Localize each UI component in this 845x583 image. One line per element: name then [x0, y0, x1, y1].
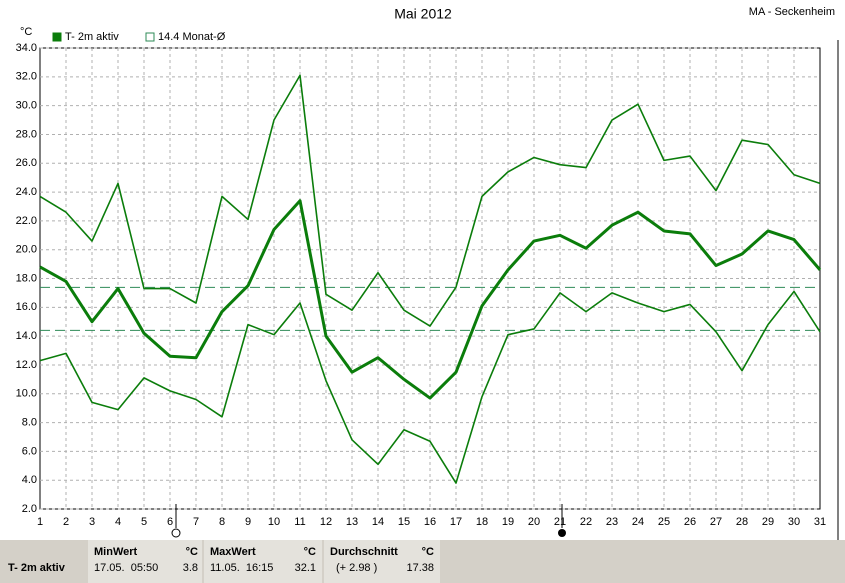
- x-tick-label: 31: [814, 516, 826, 528]
- x-tick-label: 15: [398, 516, 410, 528]
- stats-header: MaxWert: [210, 546, 256, 558]
- x-tick-label: 3: [89, 516, 95, 528]
- y-unit: °C: [20, 26, 32, 38]
- y-tick-label: 6.0: [22, 445, 37, 457]
- y-tick-label: 30.0: [16, 100, 37, 112]
- x-tick-label: 1: [37, 516, 43, 528]
- x-tick-label: 27: [710, 516, 722, 528]
- x-tick-label: 11: [294, 516, 305, 528]
- x-tick-label: 17: [450, 516, 462, 528]
- x-tick-label: 2: [63, 516, 69, 528]
- y-tick-label: 16.0: [16, 301, 37, 313]
- x-tick-label: 14: [372, 516, 384, 528]
- y-tick-label: 14.0: [16, 330, 37, 342]
- station: MA - Seckenheim: [749, 6, 835, 18]
- x-tick-label: 21: [554, 516, 566, 528]
- x-tick-label: 5: [141, 516, 147, 528]
- stats-value: 17.38: [406, 562, 434, 574]
- moon-new: [171, 504, 181, 538]
- y-tick-label: 28.0: [16, 128, 37, 140]
- x-tick-label: 10: [268, 516, 280, 528]
- x-tick-label: 18: [476, 516, 488, 528]
- y-tick-label: 26.0: [16, 157, 37, 169]
- x-tick-label: 6: [167, 516, 173, 528]
- legend-swatch: [52, 32, 62, 42]
- series-line: [39, 290, 821, 484]
- x-tick-label: 13: [346, 516, 358, 528]
- moon-full: [558, 504, 566, 537]
- stats-time: 11.05. 16:15: [210, 562, 273, 574]
- x-tick-label: 26: [684, 516, 696, 528]
- y-tick-label: 10.0: [16, 388, 37, 400]
- legend-label: T- 2m aktiv: [65, 31, 119, 43]
- stats-header: Durchschnitt: [330, 546, 398, 558]
- stats-time: 17.05. 05:50: [94, 562, 158, 574]
- stats-value: 32.1: [295, 562, 316, 574]
- stats-cell: [324, 540, 440, 583]
- y-tick-label: 2.0: [22, 503, 37, 515]
- y-tick-label: 22.0: [16, 215, 37, 227]
- y-tick-label: 18.0: [16, 272, 37, 284]
- series-line: [39, 199, 822, 400]
- x-tick-label: 8: [219, 516, 225, 528]
- chart-title: Mai 2012: [394, 6, 452, 22]
- stats-deviation: (+ 2.98 ): [336, 562, 377, 574]
- stats-unit: °C: [422, 546, 434, 558]
- x-tick-label: 29: [762, 516, 774, 528]
- y-tick-label: 8.0: [22, 416, 37, 428]
- x-tick-label: 24: [632, 516, 644, 528]
- x-tick-label: 30: [788, 516, 800, 528]
- x-tick-label: 9: [245, 516, 251, 528]
- x-tick-label: 23: [606, 516, 618, 528]
- x-tick-label: 22: [580, 516, 592, 528]
- series-line: [39, 74, 821, 327]
- y-tick-label: 20.0: [16, 244, 37, 256]
- stats-row-label: T- 2m aktiv: [8, 562, 66, 574]
- x-tick-label: 12: [320, 516, 332, 528]
- x-tick-label: 25: [658, 516, 670, 528]
- y-tick-label: 32.0: [16, 71, 37, 83]
- x-tick-label: 4: [115, 516, 121, 528]
- stats-value: 3.8: [183, 562, 198, 574]
- x-tick-label: 16: [424, 516, 436, 528]
- x-tick-label: 19: [502, 516, 514, 528]
- stats-header: MinWert: [94, 546, 138, 558]
- legend-swatch: [145, 32, 155, 42]
- stats-unit: °C: [304, 546, 316, 558]
- x-tick-label: 28: [736, 516, 748, 528]
- x-tick-label: 20: [528, 516, 540, 528]
- x-tick-label: 7: [193, 516, 199, 528]
- y-tick-label: 12.0: [16, 359, 37, 371]
- stats-unit: °C: [186, 546, 198, 558]
- stats-cell: [88, 540, 202, 583]
- y-tick-label: 34.0: [16, 42, 37, 54]
- y-tick-label: 4.0: [22, 474, 37, 486]
- stats-cell: [204, 540, 322, 583]
- legend-label: 14.4 Monat-Ø: [158, 31, 226, 43]
- y-tick-label: 24.0: [16, 186, 37, 198]
